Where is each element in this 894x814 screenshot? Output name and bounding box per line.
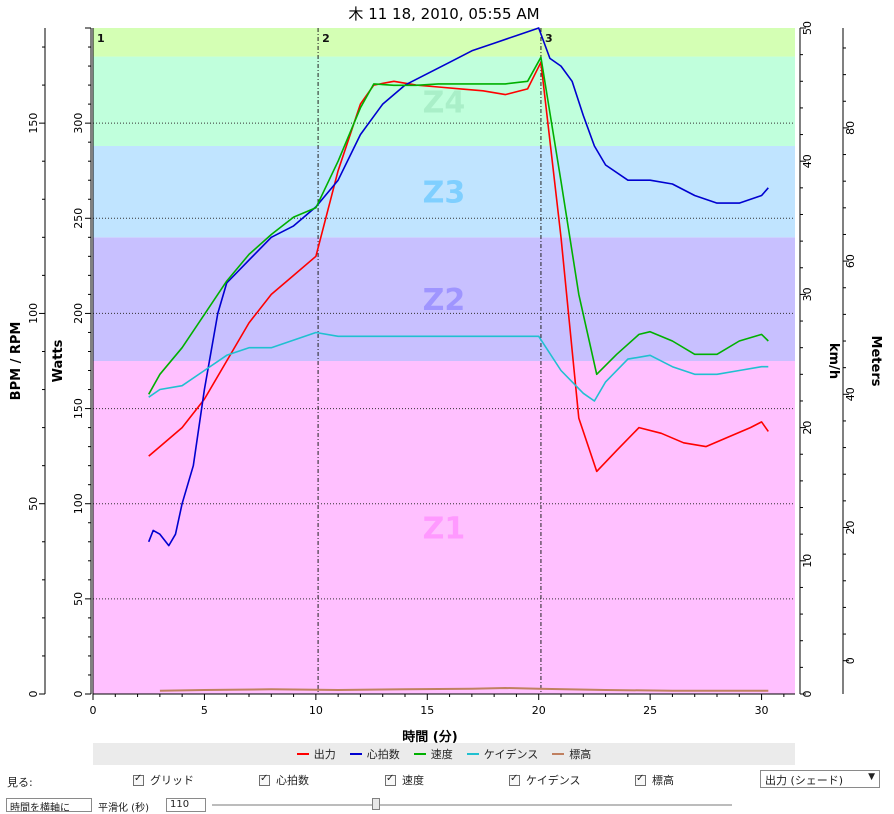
- dropdown-arrow-icon: ▼: [868, 772, 875, 782]
- legend-swatch: [552, 753, 565, 755]
- checkbox-grid[interactable]: グリッド: [133, 772, 194, 788]
- checkbox-label: 心拍数: [276, 774, 309, 787]
- series-line: [159, 687, 769, 692]
- checkbox-box[interactable]: [259, 773, 270, 786]
- watts-axis-title: Watts: [51, 339, 66, 382]
- kmh-axis-tick-label: 10: [801, 554, 814, 568]
- xaxis-select-value: 時間を横軸に: [10, 803, 70, 812]
- xaxis-select[interactable]: 時間を横軸に: [6, 798, 92, 812]
- zone-band: [93, 237, 795, 361]
- legend-label: 速度: [430, 748, 453, 761]
- kmh-axis-tick-label: 0: [801, 691, 814, 698]
- kmh-axis-tick-label: 50: [801, 21, 814, 35]
- zone-band: [93, 56, 795, 146]
- legend-swatch: [296, 753, 309, 755]
- checkbox-label: グリッド: [150, 774, 194, 787]
- legend-item: ケイデンス: [466, 746, 539, 762]
- legend-item: 標高: [552, 746, 591, 762]
- bpm-axis-title: BPM / RPM: [9, 322, 24, 401]
- meters-axis-title: Meters: [868, 336, 883, 387]
- checkbox-box[interactable]: [509, 773, 520, 786]
- bpm-axis-tick-label: 150: [27, 113, 40, 134]
- interval-marker-label: 3: [545, 32, 553, 45]
- checkbox-altitude[interactable]: 標高: [635, 772, 674, 788]
- checkbox-box[interactable]: [635, 773, 646, 786]
- zone-band: [93, 361, 795, 694]
- watts-axis-tick-label: 50: [72, 592, 85, 606]
- legend-swatch: [466, 753, 479, 755]
- zone-band: [93, 145, 795, 238]
- legend-item: 出力: [296, 746, 336, 762]
- watts-axis-tick-label: 100: [72, 493, 85, 514]
- zone-label: Z1: [423, 512, 466, 547]
- watts-axis-tick-label: 0: [72, 691, 85, 698]
- checkbox-box[interactable]: [133, 773, 144, 786]
- meters-axis-tick-label: 0: [844, 657, 857, 664]
- chart-controls: 見る: グリッド 心拍数 速度 ケイデンス 標高 出力 (シェード) ▼ 時間を…: [0, 768, 894, 814]
- smoothing-value: 110: [170, 799, 190, 810]
- watts-axis-tick-label: 300: [72, 113, 85, 134]
- show-label: 見る:: [7, 776, 33, 789]
- legend-item: 速度: [413, 746, 453, 762]
- legend-label: 標高: [569, 748, 592, 761]
- kmh-axis-tick-label: 40: [801, 154, 814, 168]
- legend-label: 心拍数: [366, 748, 400, 761]
- smoothing-slider-thumb[interactable]: [372, 798, 380, 810]
- series-line: [148, 331, 769, 402]
- x-tick-label: 25: [643, 704, 657, 717]
- interval-marker-label: 2: [322, 32, 330, 45]
- legend-swatch: [349, 753, 362, 755]
- x-tick-label: 0: [90, 704, 97, 717]
- kmh-axis-tick-label: 30: [801, 287, 814, 301]
- x-tick-label: 30: [755, 704, 769, 717]
- checkbox-box[interactable]: [385, 773, 396, 786]
- x-axis-title: 時間 (分): [402, 729, 457, 745]
- legend-item: 心拍数: [349, 746, 400, 762]
- checkbox-heart-rate[interactable]: 心拍数: [259, 772, 309, 788]
- series-line: [148, 56, 769, 395]
- bpm-axis-tick-label: 0: [27, 691, 40, 698]
- x-tick-label: 20: [532, 704, 546, 717]
- shade-select-value: 出力 (シェード): [765, 774, 844, 787]
- bpm-axis-tick-label: 50: [27, 497, 40, 511]
- smoothing-slider-track[interactable]: [212, 804, 732, 806]
- interval-marker-label: 1: [97, 32, 105, 45]
- smoothing-input[interactable]: 110: [166, 798, 206, 812]
- x-tick-label: 10: [309, 704, 323, 717]
- kmh-axis-tick-label: 20: [801, 421, 814, 435]
- chart-title: 木 11 18, 2010, 05:55 AM: [348, 5, 539, 23]
- x-tick-label: 5: [201, 704, 208, 717]
- zone-label: Z4: [423, 85, 466, 120]
- legend-label: 出力: [313, 748, 336, 761]
- kmh-axis-title: km/h: [826, 343, 841, 379]
- x-tick-label: 15: [420, 704, 434, 717]
- watts-axis-tick-label: 250: [72, 208, 85, 229]
- meters-axis-tick-label: 80: [844, 121, 857, 135]
- watts-axis-tick-label: 150: [72, 398, 85, 419]
- meters-axis-tick-label: 20: [844, 521, 857, 535]
- meters-axis-tick-label: 60: [844, 254, 857, 268]
- checkbox-cadence[interactable]: ケイデンス: [509, 772, 581, 788]
- series-line: [147, 27, 769, 547]
- bpm-axis-tick-label: 100: [27, 303, 40, 324]
- zone-label: Z2: [423, 283, 466, 318]
- legend-label: ケイデンス: [483, 748, 539, 761]
- checkbox-speed[interactable]: 速度: [385, 772, 424, 788]
- legend-swatch: [413, 753, 426, 755]
- checkbox-label: 標高: [652, 774, 674, 787]
- watts-axis-tick-label: 200: [72, 303, 85, 324]
- zone-band: [93, 28, 795, 57]
- checkbox-label: ケイデンス: [526, 774, 581, 787]
- series-line: [148, 61, 769, 473]
- smoothing-label: 平滑化 (秒): [98, 803, 149, 814]
- shade-select[interactable]: 出力 (シェード) ▼: [760, 770, 880, 788]
- zone-label: Z3: [423, 176, 466, 211]
- checkbox-label: 速度: [402, 774, 424, 787]
- meters-axis-tick-label: 40: [844, 387, 857, 401]
- chart-legend: 出力 心拍数 速度 ケイデンス 標高: [93, 743, 795, 765]
